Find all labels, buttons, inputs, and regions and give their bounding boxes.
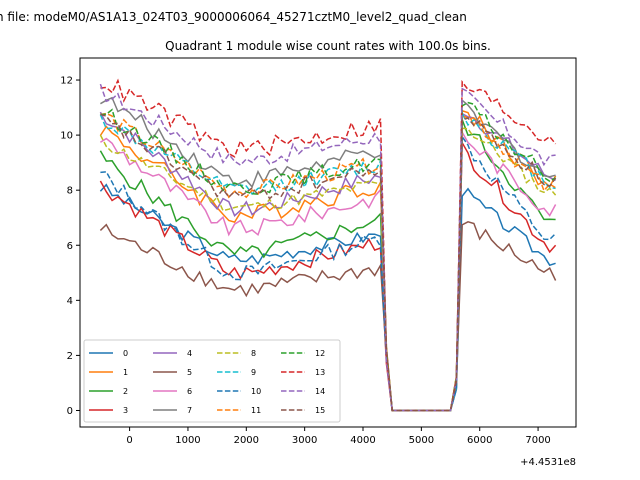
- x-tick-label: 5000: [409, 435, 434, 446]
- plot-frame: [79, 57, 577, 428]
- x-tick-label: 0: [126, 435, 132, 446]
- series-line-2: [99, 119, 556, 412]
- figure-suptitle: n file: modeM0/AS1A13_024T03_9000006064_…: [0, 10, 467, 24]
- x-tick-label: 1000: [175, 435, 200, 446]
- series-line-14: [99, 83, 556, 412]
- legend-label-13: 13: [315, 368, 325, 377]
- y-axis: 0 2 4 6 8 10 12: [60, 76, 80, 417]
- x-tick-label: 3000: [292, 435, 317, 446]
- series-line-8: [99, 127, 557, 412]
- y-tick-label: 10: [60, 131, 73, 142]
- legend-label-1: 1: [123, 368, 128, 377]
- legend-label-4: 4: [187, 349, 192, 358]
- legend-label-0: 0: [123, 349, 128, 358]
- chart-title: Quadrant 1 module wise count rates with …: [165, 39, 491, 53]
- legend-label-15: 15: [315, 406, 325, 415]
- legend-label-6: 6: [187, 387, 192, 396]
- y-tick-label: 12: [60, 76, 73, 87]
- series-line-1: [99, 109, 557, 412]
- legend-label-10: 10: [251, 387, 261, 396]
- x-axis-offset-label: +4.4531e8: [520, 457, 576, 468]
- plot-area: [99, 78, 557, 412]
- legend-box: [83, 339, 341, 423]
- x-tick-label: 7000: [525, 435, 550, 446]
- legend-label-7: 7: [187, 406, 192, 415]
- legend-label-2: 2: [123, 387, 128, 396]
- x-tick-label: 6000: [467, 435, 492, 446]
- series-line-15: [100, 113, 557, 412]
- x-tick-label: 2000: [234, 435, 259, 446]
- y-tick-label: 0: [67, 406, 73, 417]
- series-line-5: [99, 220, 557, 412]
- series-line-6: [100, 129, 557, 412]
- legend-label-3: 3: [123, 406, 128, 415]
- x-axis: 0 1000 2000 3000 4000 5000 6000 7000: [126, 427, 551, 446]
- series-line-12: [100, 101, 556, 412]
- series-line-9: [99, 113, 556, 412]
- x-tick-label: 4000: [350, 435, 375, 446]
- y-tick-label: 2: [67, 351, 73, 362]
- series-line-13: [100, 78, 557, 412]
- legend-label-12: 12: [315, 349, 325, 358]
- series-line-7: [100, 96, 556, 412]
- series-line-3: [99, 140, 557, 412]
- legend-label-11: 11: [251, 406, 261, 415]
- legend-label-8: 8: [251, 349, 256, 358]
- y-tick-label: 6: [67, 241, 73, 252]
- y-tick-label: 8: [67, 186, 73, 197]
- y-tick-label: 4: [67, 296, 73, 307]
- series-line-0: [99, 183, 556, 412]
- series-line-10: [100, 134, 557, 412]
- legend-label-14: 14: [315, 387, 325, 396]
- legend-label-9: 9: [251, 368, 256, 377]
- series-line-4: [99, 111, 556, 412]
- legend-label-5: 5: [187, 368, 192, 377]
